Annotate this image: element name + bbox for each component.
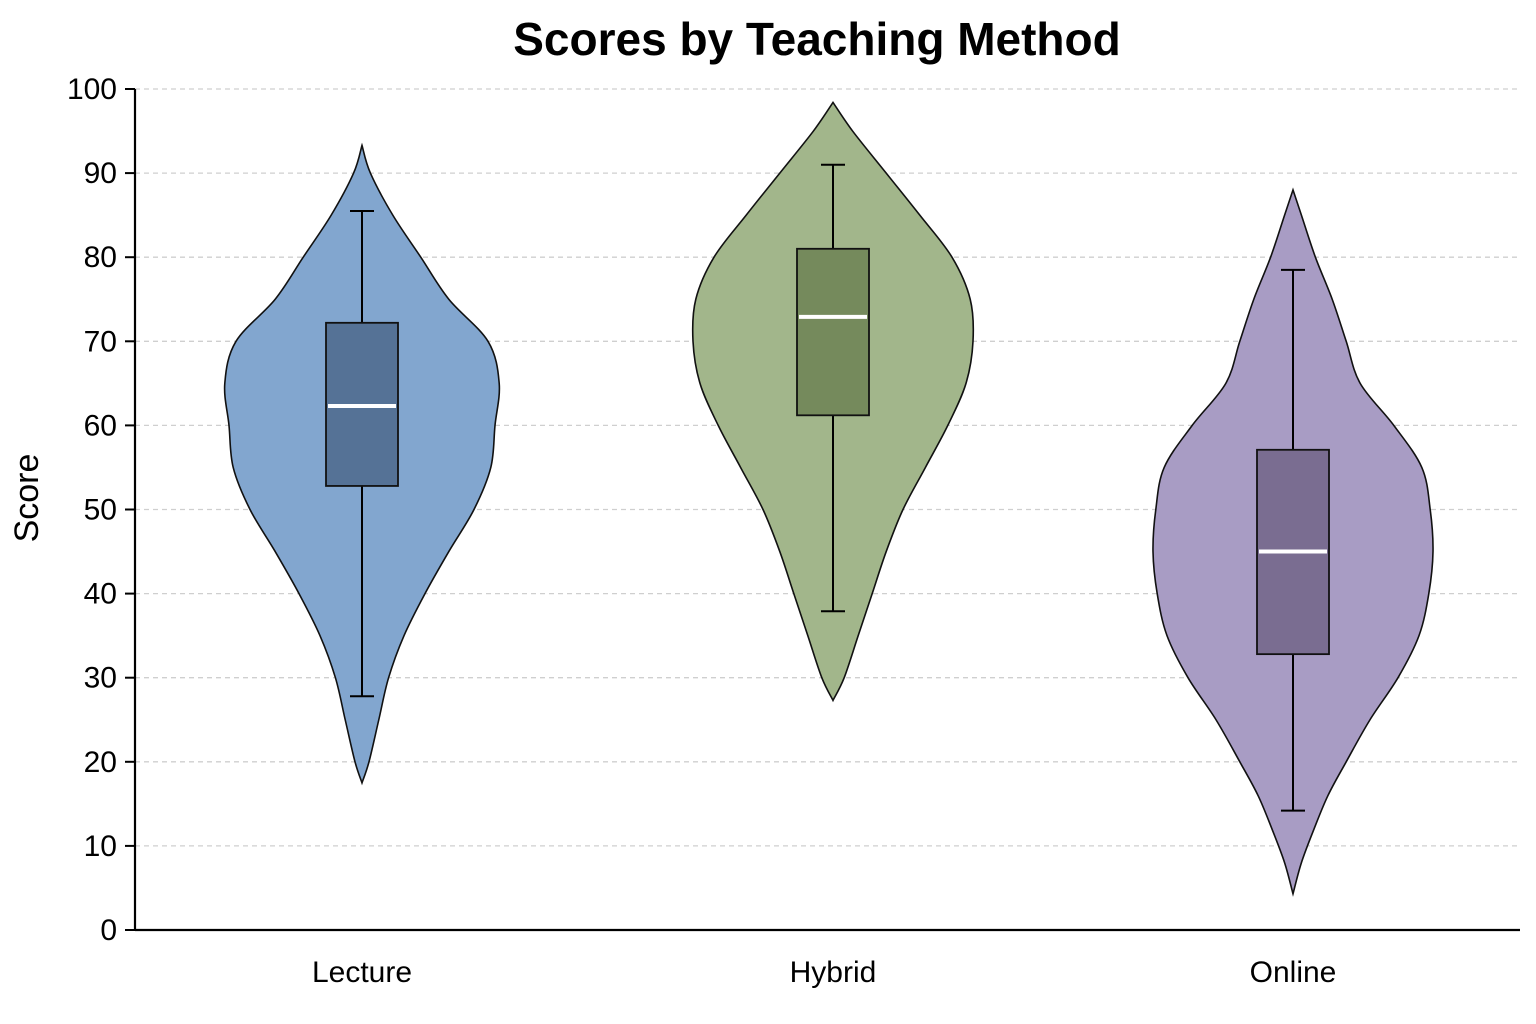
- y-tick-label-100: 100: [67, 73, 117, 106]
- y-tick-label-10: 10: [84, 830, 117, 863]
- y-axis-label: Score: [8, 454, 46, 543]
- y-tick-label-20: 20: [84, 746, 117, 779]
- y-tick-label-70: 70: [84, 325, 117, 358]
- x-tick-label-lecture: Lecture: [312, 956, 412, 989]
- violin-group-online: [1152, 187, 1434, 897]
- y-tick-label-30: 30: [84, 662, 117, 695]
- violin-group-hybrid: [691, 101, 975, 703]
- y-tick-label-40: 40: [84, 578, 117, 611]
- y-tick-label-90: 90: [84, 157, 117, 190]
- y-tick-label-80: 80: [84, 241, 117, 274]
- violin-layer: [223, 101, 1434, 897]
- chart-title: Scores by Teaching Method: [513, 13, 1120, 65]
- x-tick-label-online: Online: [1250, 956, 1337, 989]
- y-tick-label-60: 60: [84, 409, 117, 442]
- violin-group-lecture: [223, 142, 501, 786]
- axis-layer: 0 10 20 30 40 50 60 70 80 90 100 Lecture Hybrid Onlin…: [67, 73, 1520, 989]
- box-hybrid: [796, 247, 870, 417]
- y-tick-label-50: 50: [84, 494, 117, 527]
- y-tick-label-0: 0: [100, 914, 117, 947]
- x-tick-label-hybrid: Hybrid: [790, 956, 877, 989]
